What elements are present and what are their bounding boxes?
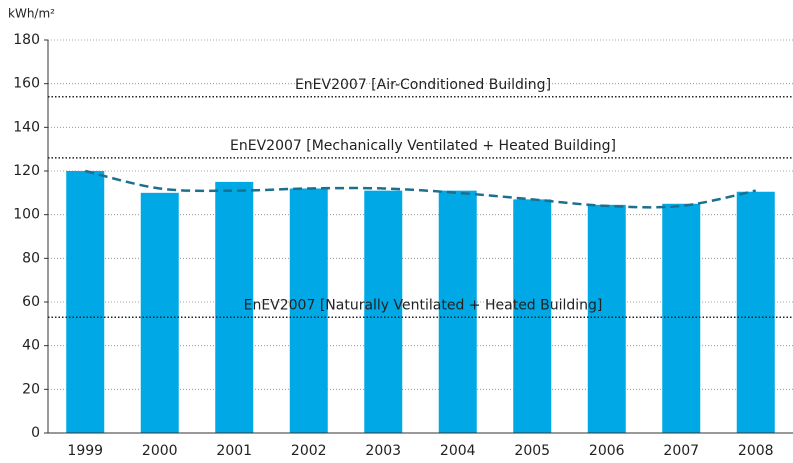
y-tick-label: 40 [22, 338, 40, 354]
reference-label: EnEV2007 [Mechanically Ventilated + Heat… [230, 138, 616, 154]
x-tick-label: 2002 [291, 443, 327, 459]
y-tick-label: 80 [22, 250, 40, 266]
y-tick-label: 160 [13, 76, 40, 92]
bar [736, 191, 775, 433]
y-tick-label: 140 [13, 119, 40, 135]
x-tick-label: 2006 [589, 443, 625, 459]
reference-label: EnEV2007 [Naturally Ventilated + Heated … [244, 297, 603, 313]
bar [140, 192, 179, 433]
x-tick-label: 1999 [67, 443, 103, 459]
y-tick-label: 100 [13, 207, 40, 223]
bar [215, 181, 254, 433]
x-tick-label: 2003 [365, 443, 401, 459]
bar [513, 199, 552, 433]
bar [662, 203, 701, 433]
bar [66, 171, 105, 433]
x-tick-label: 2000 [142, 443, 178, 459]
y-tick-label: 120 [13, 163, 40, 179]
y-tick-label: 20 [22, 381, 40, 397]
bar [289, 188, 328, 433]
x-tick-label: 2001 [216, 443, 252, 459]
reference-label: EnEV2007 [Air-Conditioned Building] [295, 77, 551, 93]
x-tick-label: 2008 [738, 443, 774, 459]
x-tick-label: 2004 [440, 443, 476, 459]
bar [438, 190, 477, 433]
bar [587, 204, 626, 433]
x-tick-label: 2005 [514, 443, 550, 459]
x-tick-label: 2007 [663, 443, 699, 459]
y-tick-label: 60 [22, 294, 40, 310]
trend-line [84, 169, 757, 209]
y-axis-unit: kWh/m² [8, 7, 55, 21]
y-tick-label: 0 [31, 425, 40, 441]
bar [364, 190, 403, 433]
y-tick-label: 180 [13, 32, 40, 48]
